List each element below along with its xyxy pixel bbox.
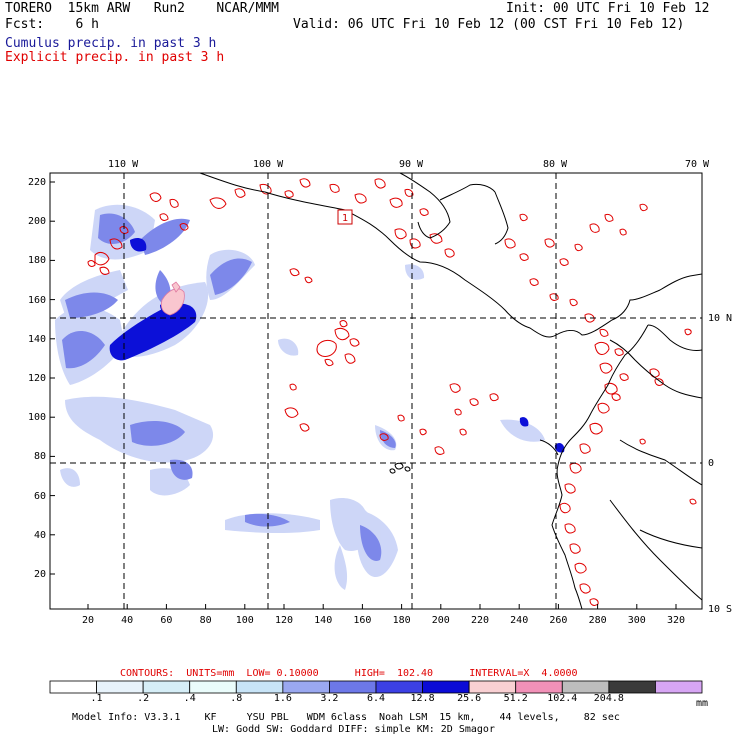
lat-label-0: 0 (708, 458, 715, 469)
model-title: TORERO 15km ARW Run2 NCAR/MMM (5, 1, 279, 16)
y-label: 160 (27, 294, 46, 306)
colorbar-swatch (655, 680, 703, 694)
y-label: 40 (33, 529, 46, 541)
x-label: 300 (627, 615, 646, 626)
colorbar-swatch (561, 680, 610, 694)
y-label: 200 (27, 216, 46, 228)
y-label: 80 (33, 451, 46, 463)
colorbar-swatch (142, 680, 191, 694)
x-label: 20 (81, 615, 95, 626)
x-label: 180 (392, 615, 411, 626)
model-info-line2: LW: Godd SW: Goddard DIFF: simple KM: 2D… (212, 724, 495, 735)
model-info-line1: Model Info: V3.3.1 KF YSU PBL WDM 6class… (72, 712, 620, 723)
colorbar-label: 1.6 (273, 693, 292, 704)
station-marker-label: 1 (342, 213, 348, 224)
colorbar-label: .8 (230, 693, 243, 704)
colorbar-label: 3.2 (320, 693, 339, 704)
lat-label-10n: 10 N (708, 313, 733, 324)
cumulus-medium-areas (62, 213, 396, 561)
cumulus-light-areas (55, 204, 545, 590)
y-label: 20 (33, 569, 46, 580)
colorbar-swatch (49, 680, 97, 694)
colorbar-label: 12.8 (410, 693, 435, 704)
colorbar-swatch (515, 680, 563, 694)
x-label: 100 (235, 615, 254, 626)
contours-info: CONTOURS: UNITS=mm LOW= 0.10000 HIGH= 10… (120, 668, 578, 679)
colorbar-swatch (96, 680, 144, 694)
forecast-hour: Fcst: 6 h (5, 17, 99, 32)
x-label: 260 (549, 615, 568, 626)
map-frame (49, 172, 703, 610)
heavy-precip-core (161, 281, 185, 316)
valid-time: Valid: 06 UTC Fri 10 Feb 12 (00 CST Fri … (293, 17, 685, 32)
colorbar-label: .1 (90, 693, 103, 704)
lat-label-10s: 10 S (708, 604, 733, 615)
colorbar-swatch (235, 680, 284, 694)
cumulus-precip-legend: Cumulus precip. in past 3 h (5, 36, 217, 51)
colorbar-swatch (189, 680, 237, 694)
colorbar-swatch (468, 680, 517, 694)
y-label: 140 (27, 333, 46, 345)
y-label: 180 (27, 255, 46, 267)
init-time: Init: 00 UTC Fri 10 Feb 12 (506, 1, 710, 16)
colorbar-label: 6.4 (366, 693, 386, 704)
colorbar (49, 680, 703, 694)
x-label: 280 (588, 615, 607, 626)
x-label: 240 (510, 615, 529, 626)
coastlines (199, 173, 702, 609)
x-label: 40 (121, 615, 134, 626)
x-label: 320 (666, 615, 686, 626)
x-label: 200 (431, 615, 450, 626)
lon-label-110w: 110 W (108, 159, 139, 170)
colorbar-label: .2 (137, 693, 150, 704)
latlon-grid (50, 173, 702, 609)
lon-label-100w: 100 W (253, 159, 284, 170)
y-label: 60 (33, 490, 46, 502)
y-axis-ticks (50, 181, 55, 575)
map-field (50, 173, 702, 609)
lon-label-80w: 80 W (543, 159, 568, 170)
colorbar-swatch (282, 680, 330, 694)
colorbar-swatch (329, 680, 377, 694)
station-marker (337, 209, 353, 225)
x-label: 220 (470, 615, 490, 626)
colorbar-label: 25.6 (457, 693, 482, 704)
lon-label-90w: 90 W (399, 159, 424, 170)
explicit-precip-legend: Explicit precip. in past 3 h (5, 50, 225, 65)
y-label: 120 (27, 373, 46, 384)
y-label: 220 (27, 177, 46, 188)
colorbar-label: 204.8 (593, 693, 624, 704)
colorbar-unit: mm (696, 698, 709, 709)
colorbar-label: 51.2 (503, 693, 528, 704)
lon-label-70w: 70 W (685, 159, 710, 170)
x-label: 80 (199, 615, 212, 626)
explicit-precip-contours (87, 178, 697, 606)
colorbar-label: .4 (183, 693, 196, 704)
x-label: 60 (160, 615, 173, 626)
colorbar-label: 102.4 (547, 693, 578, 704)
colorbar-swatch (422, 680, 470, 694)
x-label: 160 (353, 615, 372, 626)
y-label: 100 (27, 412, 46, 424)
colorbar-swatch (608, 680, 656, 694)
x-label: 120 (274, 615, 294, 626)
colorbar-swatch (375, 680, 423, 694)
x-axis-ticks (87, 604, 677, 609)
x-label: 140 (314, 615, 333, 626)
